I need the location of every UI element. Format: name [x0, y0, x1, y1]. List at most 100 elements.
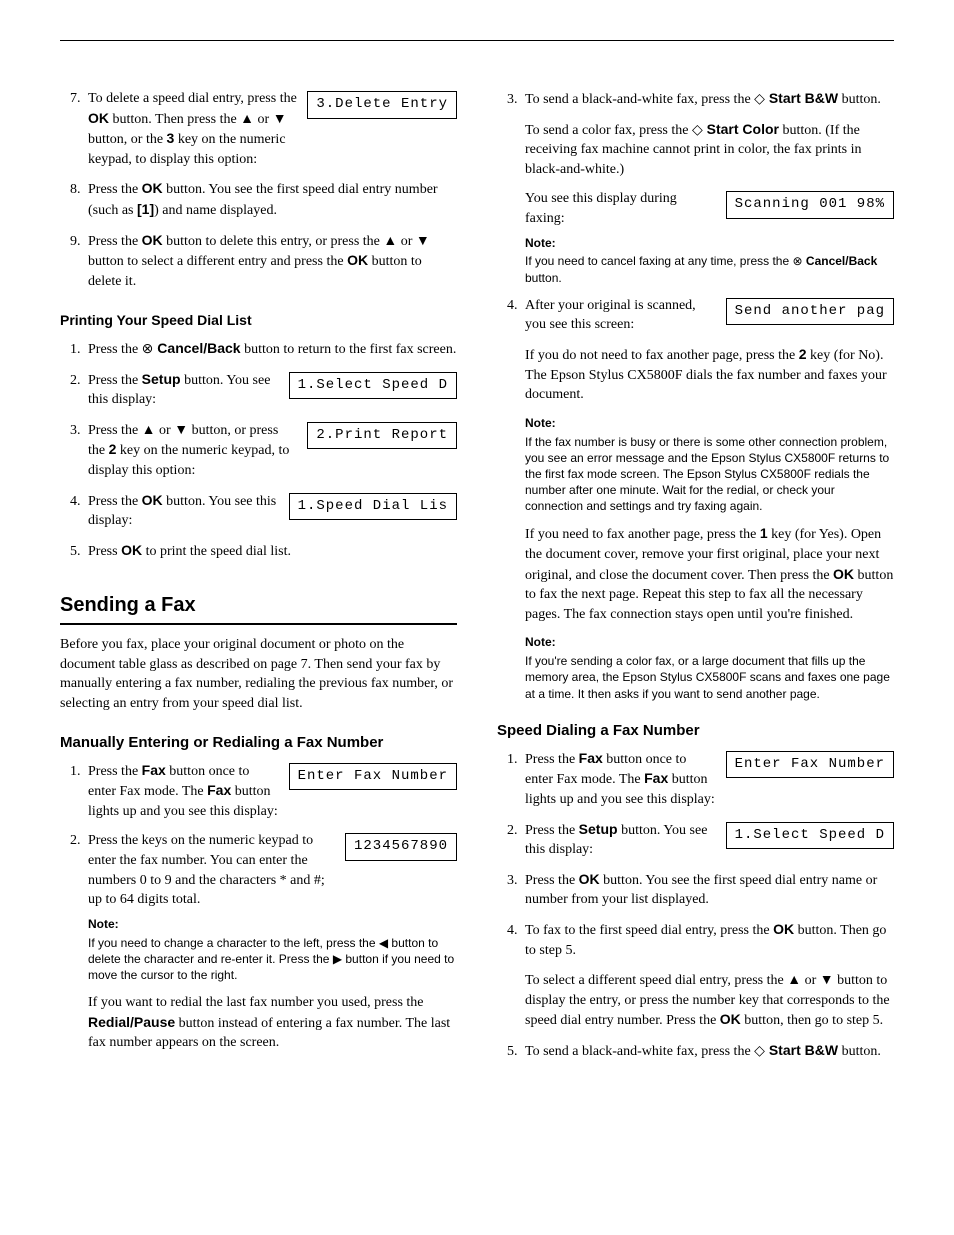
- delete-entry-steps: To delete a speed dial entry, press the …: [60, 89, 457, 291]
- cancel-back-ref: Cancel/Back: [153, 340, 240, 356]
- right-arrow-icon: ▶: [333, 952, 342, 966]
- lcd-enter-fax-number: Enter Fax Number: [726, 751, 894, 779]
- print-step-4: Press the OK button. You see this displa…: [84, 491, 457, 531]
- lcd-send-another: Send another pag: [726, 298, 894, 326]
- diamond-icon: ◇: [692, 121, 703, 137]
- step7-text-c: or: [254, 112, 273, 127]
- right-column: To send a black-and-white fax, press the…: [497, 81, 894, 1071]
- sp4-a: To fax to the first speed dial entry, pr…: [525, 923, 773, 938]
- diamond-icon: ◇: [754, 1042, 765, 1058]
- sp5-a: To send a black-and-white fax, press the: [525, 1044, 754, 1059]
- ok-button-ref: OK: [88, 110, 109, 126]
- speed-step-3: Press the OK button. You see the first s…: [521, 870, 894, 910]
- ss3-nb: button.: [525, 271, 562, 285]
- key-1-ref: 1: [760, 525, 768, 541]
- ms2-a: Press the keys on the numeric keypad to …: [88, 833, 325, 907]
- note-label: Note:: [525, 235, 894, 252]
- ok-button-ref: OK: [773, 921, 794, 937]
- lcd-select-speed: 1.Select Speed D: [726, 822, 894, 850]
- fax-button-ref: Fax: [142, 762, 166, 778]
- ps3-d: key on the numeric keypad, to display th…: [88, 443, 289, 478]
- manual-steps: Press the Fax button once to enter Fax m…: [60, 761, 457, 1053]
- manual-step-1: Press the Fax button once to enter Fax m…: [84, 761, 457, 822]
- lcd-select-speed: 1.Select Speed D: [289, 372, 457, 400]
- speed-step-1: Press the Fax button once to enter Fax m…: [521, 749, 894, 810]
- ps1-a: Press the: [88, 342, 142, 357]
- ss4-p2a: If you do not need to fax another page, …: [525, 348, 799, 363]
- ok-button-ref: OK: [121, 542, 142, 558]
- ps2-a: Press the: [88, 373, 142, 388]
- print-step-5: Press OK to print the speed dial list.: [84, 541, 457, 562]
- up-arrow-icon: ▲: [787, 971, 801, 987]
- two-column-layout: To delete a speed dial entry, press the …: [60, 81, 894, 1071]
- ss4-a: After your original is scanned, you see …: [525, 298, 696, 333]
- ok-button-ref: OK: [833, 566, 854, 582]
- color-fax-para: To send a color fax, press the ◇ Start C…: [525, 120, 894, 180]
- ss4-p3a: If you need to fax another page, press t…: [525, 527, 760, 542]
- down-arrow-icon: ▼: [273, 110, 287, 126]
- up-arrow-icon: ▲: [383, 232, 397, 248]
- up-arrow-icon: ▲: [240, 110, 254, 126]
- step7-text-a: To delete a speed dial entry, press the: [88, 91, 297, 106]
- start-color-ref: Start Color: [703, 121, 779, 137]
- printing-heading: Printing Your Speed Dial List: [60, 311, 457, 331]
- page-top-rule: [60, 40, 894, 41]
- ps3-b: or: [156, 423, 175, 438]
- sp2-a: Press the: [525, 823, 579, 838]
- cancel-back-ref: Cancel/Back: [803, 254, 878, 268]
- sp3-a: Press the: [525, 873, 579, 888]
- printing-steps: Press the ⊗ Cancel/Back button to return…: [60, 339, 457, 561]
- step8-a: Press the: [88, 182, 142, 197]
- ok-button-ref: OK: [579, 871, 600, 887]
- no-page-para: If you do not need to fax another page, …: [525, 345, 894, 405]
- ps5-a: Press: [88, 544, 121, 559]
- ss3-fa: You see this display during faxing:: [525, 191, 677, 226]
- setup-button-ref: Setup: [579, 821, 618, 837]
- ss3-na: If you need to cancel faxing at any time…: [525, 254, 793, 268]
- print-step-3: Press the ▲ or ▼ button, or press the 2 …: [84, 420, 457, 481]
- diamond-icon: ◇: [754, 90, 765, 106]
- down-arrow-icon: ▼: [416, 232, 430, 248]
- step-9: Press the OK button to delete this entry…: [84, 231, 457, 292]
- speed-dial-steps: Press the Fax button once to enter Fax m…: [497, 749, 894, 1062]
- left-arrow-icon: ◀: [379, 936, 388, 950]
- select-diff-para: To select a different speed dial entry, …: [525, 970, 894, 1031]
- mn-a: If you need to change a character to the…: [88, 936, 379, 950]
- step7-text-d: button, or the: [88, 132, 167, 147]
- lcd-speed-dial-list: 1.Speed Dial Lis: [289, 493, 457, 521]
- sp5-b: button.: [838, 1044, 881, 1059]
- note-label: Note:: [525, 634, 894, 651]
- rd-a: If you want to redial the last fax numbe…: [88, 995, 424, 1010]
- ps1-b: button to return to the first fax screen…: [241, 342, 457, 357]
- speed-step-4: To fax to the first speed dial entry, pr…: [521, 920, 894, 1031]
- step7-text-b: button. Then press the: [109, 112, 240, 127]
- ok-button-ref: OK: [720, 1011, 741, 1027]
- speed-step-5: To send a black-and-white fax, press the…: [521, 1041, 894, 1062]
- start-bw-ref: Start B&W: [765, 1042, 838, 1058]
- ok-button-ref: OK: [142, 492, 163, 508]
- step8-c: ) and name displayed.: [154, 203, 277, 218]
- redial-pause-ref: Redial/Pause: [88, 1014, 175, 1030]
- step9-d: button to select a different entry and p…: [88, 254, 347, 269]
- send-step-3: To send a black-and-white fax, press the…: [521, 89, 894, 286]
- print-step-1: Press the ⊗ Cancel/Back button to return…: [84, 339, 457, 360]
- ok-button-ref: OK: [142, 232, 163, 248]
- left-column: To delete a speed dial entry, press the …: [60, 81, 457, 1071]
- lcd-enter-fax-number: Enter Fax Number: [289, 763, 457, 791]
- sp4-p2d: button, then go to step 5.: [741, 1013, 883, 1028]
- manual-step-2: Press the keys on the numeric keypad to …: [84, 831, 457, 1053]
- step9-c: or: [397, 234, 416, 249]
- step-7: To delete a speed dial entry, press the …: [84, 89, 457, 169]
- color-large-note: If you're sending a color fax, or a larg…: [525, 653, 894, 702]
- yes-page-para: If you need to fax another page, press t…: [525, 524, 894, 624]
- busy-note: If the fax number is busy or there is so…: [525, 434, 894, 515]
- ss3-ca: To send a color fax, press the: [525, 123, 692, 138]
- send-fax-continued: To send a black-and-white fax, press the…: [497, 89, 894, 702]
- lcd-print-report: 2.Print Report: [307, 422, 457, 450]
- speed-dial-title: Speed Dialing a Fax Number: [497, 720, 894, 741]
- sending-fax-title: Sending a Fax: [60, 591, 457, 625]
- lcd-delete-entry: 3.Delete Entry: [307, 91, 457, 119]
- ps4-a: Press the: [88, 494, 142, 509]
- down-arrow-icon: ▼: [174, 421, 188, 437]
- ps5-b: to print the speed dial list.: [142, 544, 291, 559]
